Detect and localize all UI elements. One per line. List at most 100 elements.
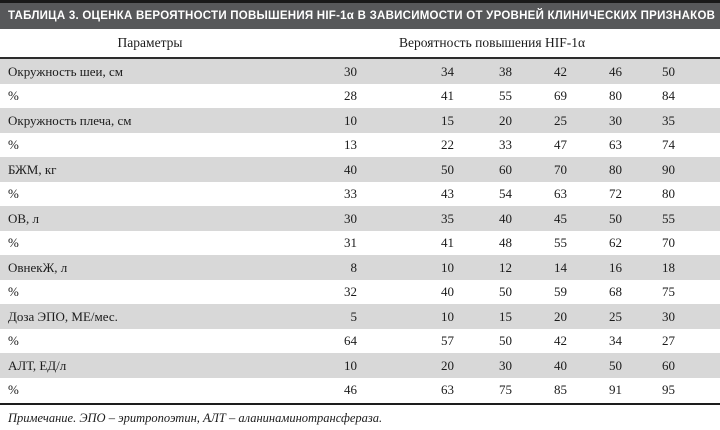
percent-cell: 32 [344,284,357,300]
parameter-label-cell: Окружность шеи, см [0,58,300,84]
value-cell: 10 [300,108,357,133]
percent-cell: 95 [662,382,675,398]
value-cell: 20 [512,304,567,329]
value-column-header: Вероятность повышения HIF-1α [399,35,586,51]
percent-cell: 85 [554,382,567,398]
spacer-cell [675,182,720,207]
percent-cell: 33 [499,137,512,153]
value-cell: 34 [357,58,454,84]
percent-row: % 32 40 50 59 68 75 [0,280,720,305]
parameter-row: Окружность плеча, см 10 15 20 25 30 35 [0,108,720,133]
parameter-label-cell: Окружность плеча, см [0,108,300,133]
percent-label-cell: % [8,284,19,300]
percent-cell: 63 [441,382,454,398]
percent-row: % 64 57 50 42 34 27 [0,329,720,354]
percent-cell: 63 [554,186,567,202]
parameter-row: ОВ, л 30 35 40 45 50 55 [0,206,720,231]
value-cell: 10 [357,255,454,280]
percent-cell: 75 [662,284,675,300]
parameter-label-cell: БЖМ, кг [0,157,300,182]
value-cell: 25 [512,108,567,133]
spacer-cell [675,133,720,158]
value-cell: 30 [300,58,357,84]
percent-cell: 91 [609,382,622,398]
parameter-row: Доза ЭПО, МЕ/мес. 5 10 15 20 25 30 [0,304,720,329]
percent-label-cell: % [8,88,19,104]
spacer-cell [675,58,720,84]
value-cell: 60 [454,157,512,182]
value-cell: 30 [622,304,675,329]
percent-label-cell: % [8,186,19,202]
table-end-rule [0,403,720,406]
parameter-label-cell: АЛТ, ЕД/л [0,353,300,378]
value-cell: 50 [567,206,622,231]
percent-cell: 13 [344,137,357,153]
value-cell: 70 [512,157,567,182]
parameter-label-cell: Доза ЭПО, МЕ/мес. [0,304,300,329]
value-cell: 30 [567,108,622,133]
percent-cell: 46 [344,382,357,398]
percent-cell: 84 [662,88,675,104]
value-cell: 15 [454,304,512,329]
spacer-cell [675,84,720,109]
percent-label-cell: % [8,333,19,349]
value-cell: 42 [512,58,567,84]
value-cell: 20 [454,108,512,133]
percent-cell: 74 [662,137,675,153]
percent-row: % 31 41 48 55 62 70 [0,231,720,256]
value-cell: 16 [567,255,622,280]
parameter-row: БЖМ, кг 40 50 60 70 80 90 [0,157,720,182]
percent-cell: 68 [609,284,622,300]
value-cell: 18 [622,255,675,280]
parameter-label-cell: ОвнекЖ, л [0,255,300,280]
value-cell: 35 [357,206,454,231]
percent-cell: 55 [499,88,512,104]
percent-label-cell: % [8,137,19,153]
value-cell: 80 [567,157,622,182]
percent-cell: 69 [554,88,567,104]
percent-row: % 13 22 33 47 63 74 [0,133,720,158]
value-cell: 20 [357,353,454,378]
table-title: ТАБЛИЦА 3. ОЦЕНКА ВЕРОЯТНОСТИ ПОВЫШЕНИЯ … [0,3,720,30]
percent-cell: 28 [344,88,357,104]
parameter-row: Окружность шеи, см 30 34 38 42 46 50 [0,58,720,84]
percent-cell: 50 [499,333,512,349]
spacer-cell [675,231,720,256]
spacer-cell [675,353,720,378]
value-cell: 40 [300,157,357,182]
value-cell: 8 [300,255,357,280]
percent-cell: 72 [609,186,622,202]
param-column-header: Параметры [117,35,183,51]
spacer-cell [675,206,720,231]
percent-cell: 41 [441,235,454,251]
value-cell: 15 [357,108,454,133]
parameter-row: ОвнекЖ, л 8 10 12 14 16 18 [0,255,720,280]
value-cell: 55 [622,206,675,231]
parameter-row: АЛТ, ЕД/л 10 20 30 40 50 60 [0,353,720,378]
value-cell: 40 [512,353,567,378]
percent-cell: 48 [499,235,512,251]
value-cell: 35 [622,108,675,133]
percent-cell: 42 [554,333,567,349]
percent-row: % 46 63 75 85 91 95 [0,378,720,403]
percent-cell: 63 [609,137,622,153]
spacer-cell [675,255,720,280]
value-cell: 90 [622,157,675,182]
value-cell: 38 [454,58,512,84]
value-cell: 60 [622,353,675,378]
value-cell: 12 [454,255,512,280]
spacer-cell [675,329,720,354]
value-cell: 30 [300,206,357,231]
spacer-cell [675,304,720,329]
percent-cell: 55 [554,235,567,251]
value-cell: 5 [300,304,357,329]
spacer-cell [675,108,720,133]
value-cell: 25 [567,304,622,329]
percent-cell: 22 [441,137,454,153]
value-cell: 50 [622,58,675,84]
percent-cell: 64 [344,333,357,349]
value-cell: 50 [567,353,622,378]
percent-cell: 27 [662,333,675,349]
percent-label-cell: % [8,235,19,251]
column-header-row: Параметры Вероятность повышения HIF-1α [0,29,720,59]
